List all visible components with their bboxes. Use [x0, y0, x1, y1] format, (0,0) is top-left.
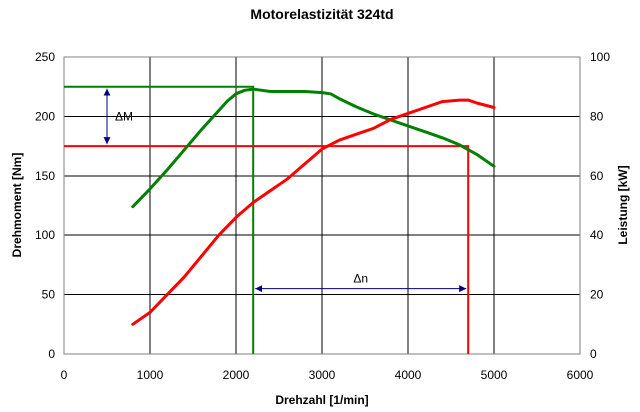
- y2-tick-labels: 0 20 40 60 80 100: [590, 50, 610, 361]
- delta-n-label: Δn: [353, 272, 368, 286]
- reference-lines: [64, 85, 470, 354]
- y2-tick-label: 100: [590, 50, 610, 64]
- y-tick-label: 250: [35, 50, 55, 64]
- delta-m-label: ΔM: [115, 109, 133, 123]
- y-tick-label: 100: [35, 228, 55, 242]
- power-reference-line: [64, 145, 470, 354]
- y2-tick-label: 20: [590, 288, 604, 302]
- y-tick-labels: 0 50 100 150 200 250: [35, 50, 55, 361]
- y-tick-label: 50: [42, 288, 56, 302]
- grid: [64, 56, 580, 354]
- series: [131, 87, 496, 326]
- power-curve: [131, 98, 496, 326]
- x-tick-label: 2000: [223, 368, 250, 382]
- x-tick-labels: 0 1000 2000 3000 4000 5000 6000: [61, 368, 594, 382]
- torque-reference-line: [64, 85, 255, 354]
- y-axis-label: Drehmoment [Nm]: [10, 153, 24, 258]
- y-tick-label: 150: [35, 169, 55, 183]
- y2-tick-label: 0: [590, 347, 597, 361]
- x-tick-label: 4000: [395, 368, 422, 382]
- y2-tick-label: 40: [590, 228, 604, 242]
- x-tick-label: 3000: [309, 368, 336, 382]
- torque-curve: [131, 87, 496, 209]
- x-tick-label: 5000: [481, 368, 508, 382]
- chart-title: Motorelastizität 324td: [250, 6, 393, 22]
- x-tick-label: 0: [61, 368, 68, 382]
- x-tick-label: 1000: [137, 368, 164, 382]
- x-tick-label: 6000: [567, 368, 594, 382]
- y2-tick-label: 80: [590, 109, 604, 123]
- y2-axis-label: Leistung [kW]: [616, 165, 630, 244]
- annotations: ΔM Δn: [103, 88, 467, 293]
- plot-frame: [63, 56, 581, 355]
- y-tick-label: 0: [48, 347, 55, 361]
- x-axis-label: Drehzahl [1/min]: [275, 393, 368, 407]
- y2-tick-label: 60: [590, 169, 604, 183]
- y-tick-label: 200: [35, 109, 55, 123]
